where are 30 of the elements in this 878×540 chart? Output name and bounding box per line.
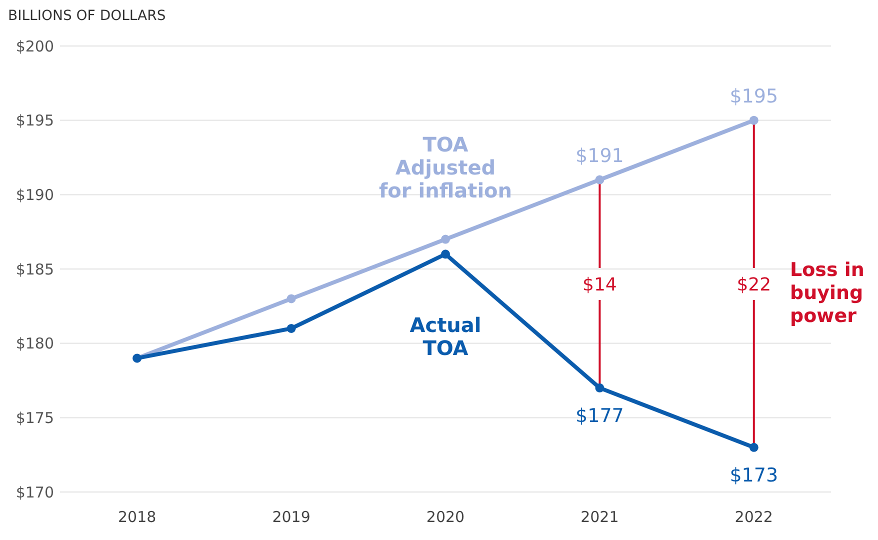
annotation: $14 <box>582 274 617 296</box>
y-tick-label: $200 <box>16 37 54 56</box>
point <box>595 175 604 184</box>
data-label: $173 <box>730 464 778 486</box>
y-tick-label: $190 <box>16 186 54 204</box>
y-axis-title: BILLIONS OF DOLLARS <box>8 8 166 24</box>
series-label: Actual TOA <box>410 313 482 360</box>
x-tick-label: 2020 <box>426 508 465 526</box>
y-tick-label: $180 <box>16 334 54 353</box>
point <box>441 250 450 259</box>
y-tick-label: $170 <box>16 483 54 502</box>
point <box>441 234 450 244</box>
annotation: Loss in buying power <box>790 259 864 327</box>
data-label: $177 <box>576 404 624 427</box>
point <box>286 324 296 333</box>
x-tick-label: 2018 <box>118 508 156 526</box>
point <box>595 383 604 392</box>
annotation: $22 <box>736 274 772 296</box>
x-tick-label: 2022 <box>734 508 773 526</box>
data-label: $191 <box>576 144 624 167</box>
point <box>749 442 758 452</box>
y-tick-label: $185 <box>16 260 54 278</box>
data-label: $195 <box>730 85 778 108</box>
point <box>286 294 296 304</box>
y-tick-label: $195 <box>16 112 54 130</box>
point <box>749 116 758 125</box>
x-tick-label: 2021 <box>580 508 619 526</box>
y-tick-label: $175 <box>16 408 54 427</box>
x-tick-label: 2019 <box>272 508 310 526</box>
series-label: TOA Adjusted for inflation <box>378 132 512 202</box>
